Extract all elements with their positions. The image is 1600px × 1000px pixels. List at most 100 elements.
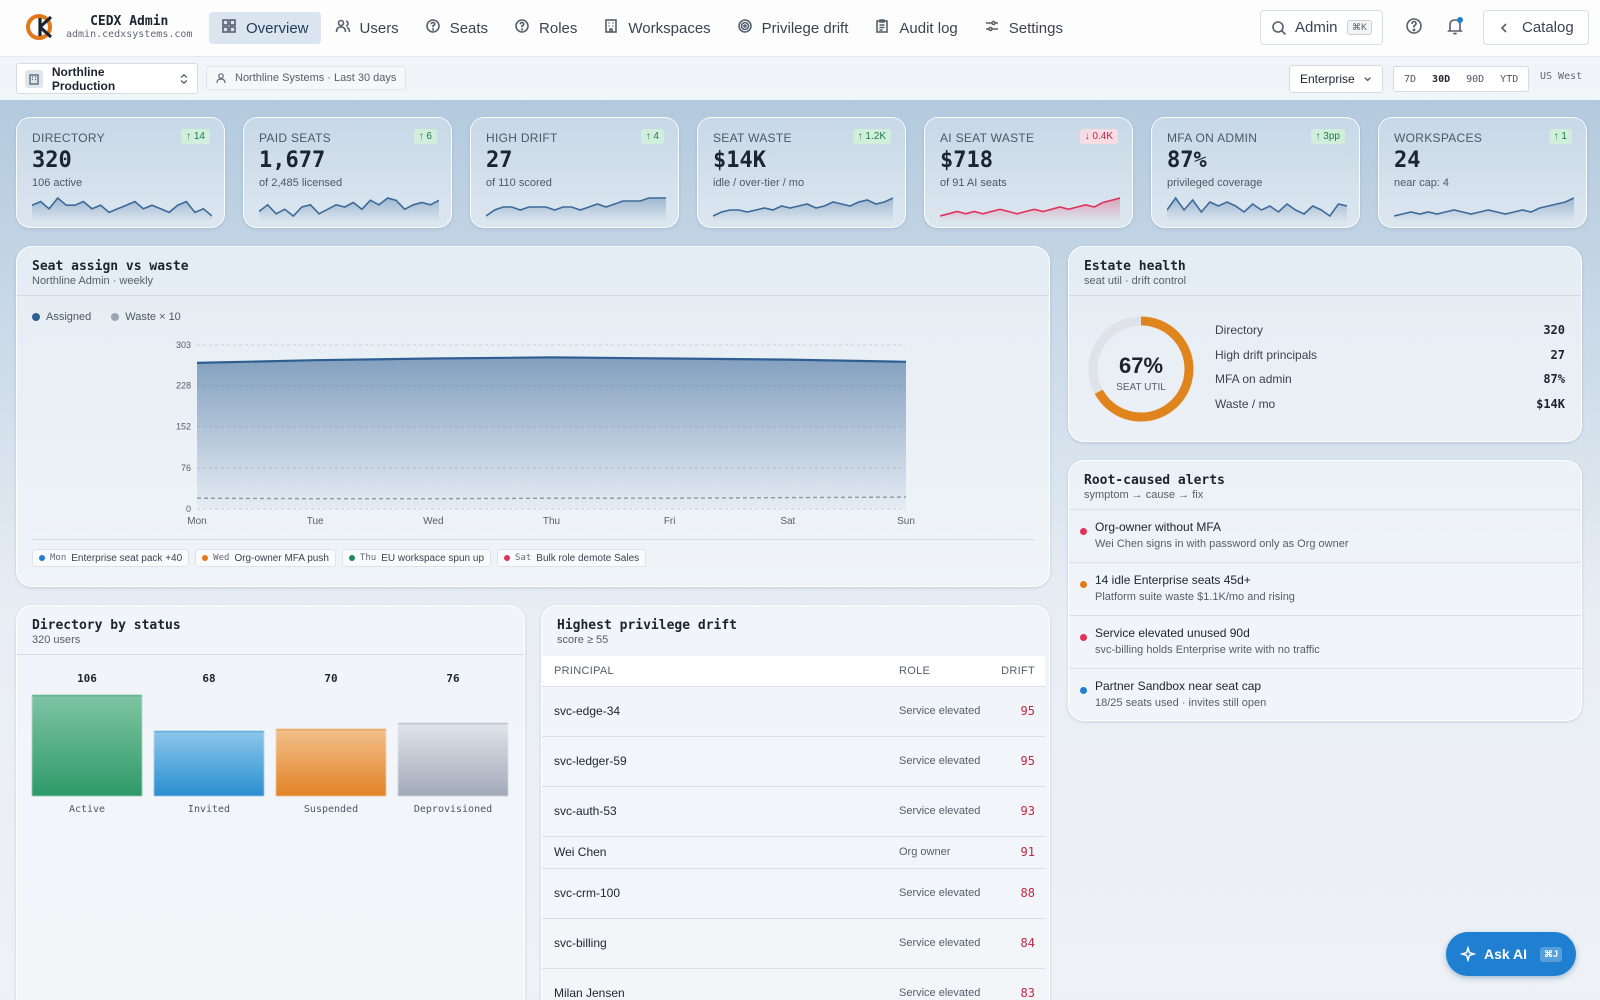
catalog-button[interactable]: Catalog — [1483, 10, 1589, 45]
role-cell: Service elevated — [899, 917, 985, 968]
sparkline-line — [32, 196, 212, 217]
clipboard-icon — [874, 18, 890, 38]
nav-item-overview[interactable]: Overview — [209, 12, 321, 44]
kpi-label: WORKSPACES — [1394, 131, 1483, 145]
alert-severity-dot — [1080, 634, 1087, 641]
kpi-card-seat-waste[interactable]: SEAT WASTE ↑ 1.2K $14K idle / over-tier / m… — [697, 117, 906, 228]
kpi-label: HIGH DRIFT — [486, 131, 558, 145]
seat-util-value: 67% — [1119, 353, 1163, 378]
chart-legend: Assigned Waste × 10 — [32, 311, 181, 323]
privilege-drift-panel: Highest privilege drift score ≥ 55 PRINC… — [541, 605, 1050, 1000]
scope-bar: Northline Production Northline Systems ·… — [0, 56, 1600, 100]
health-metrics-list: Directory 320 High drift principals 27 MFA o… — [1215, 323, 1565, 421]
time-range-group: 7D 30D 90D YTD — [1393, 66, 1530, 92]
sparkline-line — [259, 197, 439, 218]
column-header-drift[interactable]: DRIFT — [985, 656, 1045, 686]
nav-item-label: Settings — [1008, 19, 1063, 37]
x-tick-label: Sat — [780, 516, 795, 527]
legend-label: Waste × 10 — [125, 311, 181, 323]
region-label: US West — [1540, 71, 1583, 82]
top-navigation-bar: CEDX Admin admin.cedxsystems.com Overvie… — [0, 0, 1600, 56]
panel-title: Directory by status — [32, 618, 181, 633]
alert-item[interactable]: Service elevated unused 90d svc-billing h… — [1069, 615, 1581, 668]
table-row[interactable]: svc-ledger-59 Service elevated 95 — [542, 735, 1045, 786]
drift-score-cell: 83 — [985, 967, 1045, 1000]
plan-select[interactable]: Enterprise — [1289, 65, 1383, 93]
bar-category-label: Deprovisioned — [413, 804, 493, 815]
range-option-7d[interactable]: 7D — [1404, 73, 1417, 85]
kpi-card-paid-seats[interactable]: PAID SEATS ↑ 6 1,677 of 2,485 licensed — [243, 117, 452, 228]
event-dot — [39, 555, 45, 561]
nav-item-seats[interactable]: Seats — [413, 12, 500, 44]
table-row[interactable]: svc-billing Service elevated 84 — [542, 917, 1045, 968]
alert-item[interactable]: Partner Sandbox near seat cap 18/25 seats… — [1069, 668, 1581, 720]
column-header-principal[interactable]: PRINCIPAL — [542, 656, 899, 686]
table-row[interactable]: svc-auth-53 Service elevated 93 — [542, 785, 1045, 836]
event-chip[interactable]: Mon Enterprise seat pack +40 — [32, 549, 190, 567]
bar-invited[interactable] — [154, 731, 264, 796]
bar-deprovisioned[interactable] — [398, 723, 508, 796]
users-icon — [216, 73, 226, 84]
kpi-card-ai-seat-waste[interactable]: AI SEAT WASTE ↓ 0.4K $718 of 91 AI seats — [924, 117, 1133, 228]
event-chip[interactable]: Sat Bulk role demote Sales — [497, 549, 647, 567]
range-option-30d[interactable]: 30D — [1432, 73, 1451, 85]
table-row[interactable]: Milan Jensen Service elevated 83 — [542, 967, 1045, 1000]
drift-score-cell: 84 — [985, 917, 1045, 968]
seat-util-arc — [1088, 316, 1194, 422]
directory-status-panel: Directory by status 320 users 106 Active 6… — [16, 605, 525, 1000]
nav-item-audit-log[interactable]: Audit log — [862, 12, 969, 44]
scope-context-text: Northline Systems · Last 30 days — [235, 72, 397, 84]
chevron-down-icon — [1364, 77, 1371, 82]
kpi-card-mfa-on-admin[interactable]: MFA ON ADMIN ↑ 3pp 87% privileged coverage — [1151, 117, 1360, 228]
bar-category-label: Invited — [187, 804, 231, 815]
range-option-90d[interactable]: 90D — [1466, 73, 1485, 85]
kpi-card-workspaces[interactable]: WORKSPACES ↑ 1 24 near cap: 4 — [1378, 117, 1587, 228]
health-metric-value: 320 — [1543, 323, 1565, 337]
event-chip[interactable]: Wed Org-owner MFA push — [195, 549, 336, 567]
sparkline-area — [1394, 198, 1574, 222]
table-row[interactable]: svc-edge-34 Service elevated 95 — [542, 685, 1045, 736]
alert-severity-dot — [1080, 687, 1087, 694]
search-button[interactable]: Admin ⌘K — [1260, 10, 1383, 45]
x-tick-label: Tue — [307, 516, 324, 527]
bar-active[interactable] — [32, 694, 142, 796]
org-select[interactable]: Northline Production — [16, 63, 198, 94]
drift-score-cell: 93 — [985, 785, 1045, 836]
drift-score-cell: 91 — [985, 835, 1045, 868]
help-button[interactable] — [1404, 16, 1424, 36]
health-metric-row: MFA on admin 87% — [1215, 372, 1565, 397]
panel-subtitle: symptom → cause → fix — [1084, 489, 1204, 501]
kpi-card-high-drift[interactable]: HIGH DRIFT ↑ 4 27 of 110 scored — [470, 117, 679, 228]
event-chip[interactable]: Thu EU workspace spun up — [341, 549, 492, 567]
bar-value-label: 76 — [446, 672, 460, 685]
nav-item-privilege-drift[interactable]: Privilege drift — [725, 12, 861, 44]
nav-item-workspaces[interactable]: Workspaces — [591, 12, 722, 44]
role-cell: Service elevated — [899, 735, 985, 786]
kpi-value: 27 — [486, 148, 513, 173]
range-option-ytd[interactable]: YTD — [1500, 73, 1519, 85]
kpi-value: 320 — [32, 148, 72, 173]
drift-table: PRINCIPAL ROLE DRIFT svc-edge-34 Service … — [542, 656, 1045, 1000]
panel-title: Root-caused alerts — [1084, 473, 1225, 488]
notifications-button[interactable] — [1445, 16, 1465, 36]
building-icon — [603, 18, 619, 38]
nav-item-settings[interactable]: Settings — [972, 12, 1075, 44]
y-tick-label: 0 — [186, 504, 191, 514]
kpi-card-directory[interactable]: DIRECTORY ↑ 14 320 106 active — [16, 117, 225, 228]
brand[interactable]: CEDX Admin admin.cedxsystems.com — [26, 12, 192, 42]
alert-item[interactable]: Org-owner without MFA Wei Chen signs in w… — [1069, 509, 1581, 562]
table-row[interactable]: svc-crm-100 Service elevated 88 — [542, 867, 1045, 918]
kpi-label: SEAT WASTE — [713, 131, 792, 145]
kpi-sparkline — [713, 197, 893, 222]
ask-ai-button[interactable]: Ask AI ⌘J — [1446, 932, 1576, 976]
nav-item-roles[interactable]: Roles — [502, 12, 589, 44]
target-icon — [737, 18, 753, 38]
bar-suspended[interactable] — [276, 729, 386, 796]
seat-area-chart: 0 76 152 228 303 Mon Tue Wed Thu Fri Sat Sun — [176, 340, 915, 527]
table-header-row: PRINCIPAL ROLE DRIFT — [542, 656, 1045, 686]
column-header-role[interactable]: ROLE — [899, 656, 985, 686]
estate-health-panel: Estate health seat util · drift control … — [1068, 246, 1582, 442]
alert-item[interactable]: 14 idle Enterprise seats 45d+ Platform su… — [1069, 562, 1581, 615]
table-row[interactable]: Wei Chen Org owner 91 — [542, 835, 1045, 868]
nav-item-users[interactable]: Users — [323, 12, 411, 44]
